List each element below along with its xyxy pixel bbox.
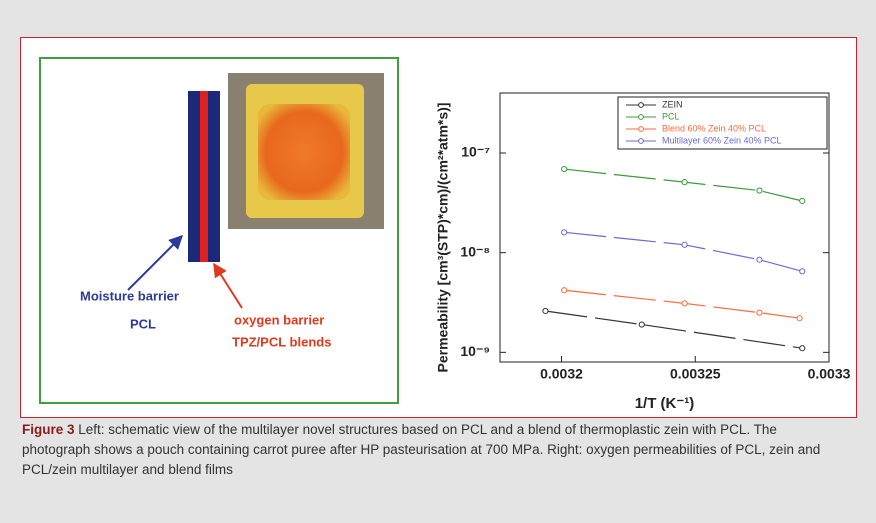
page: Moisture barrier PCL oxygen barrier TPZ/… <box>0 0 876 523</box>
x-tick-label: 0.0033 <box>808 366 851 382</box>
y-tick-label: 10⁻⁷ <box>461 144 490 160</box>
legend-label: ZEIN <box>662 99 683 109</box>
point <box>800 269 805 274</box>
point <box>562 230 567 235</box>
legend-marker <box>639 127 644 132</box>
figure-label: Figure 3 <box>22 422 75 437</box>
puree <box>258 104 350 200</box>
label: oxygen barrier <box>234 312 324 327</box>
point <box>800 346 805 351</box>
point <box>757 310 762 315</box>
label: TPZ/PCL blends <box>232 334 331 349</box>
point <box>639 322 644 327</box>
caption-text: Left: schematic view of the multilayer n… <box>22 422 820 477</box>
x-tick-label: 0.00325 <box>670 366 721 382</box>
x-axis-label: 1/T (K⁻¹) <box>635 395 695 412</box>
legend-label: Blend 60% Zein 40% PCL <box>662 123 766 133</box>
legend-label: PCL <box>662 111 680 121</box>
y-tick-label: 10⁻⁸ <box>460 243 490 259</box>
point <box>757 257 762 262</box>
point <box>682 301 687 306</box>
point <box>682 180 687 185</box>
legend-marker <box>639 139 644 144</box>
layer-blend <box>200 91 208 262</box>
point <box>682 242 687 247</box>
caption: Figure 3 Left: schematic view of the mul… <box>22 420 842 480</box>
y-axis-label: Permeability [cm³(STP)*cm)/(cm²*atm*s)] <box>435 103 451 373</box>
point <box>800 198 805 203</box>
point <box>797 316 802 321</box>
legend-marker <box>639 103 644 108</box>
point <box>543 308 548 313</box>
point <box>562 166 567 171</box>
label: Moisture barrier <box>80 288 179 303</box>
point <box>757 188 762 193</box>
label: PCL <box>130 316 156 331</box>
legend-label: Multilayer 60% Zein 40% PCL <box>662 135 782 145</box>
figure: Moisture barrier PCL oxygen barrier TPZ/… <box>0 0 876 418</box>
point <box>562 288 567 293</box>
legend-marker <box>639 115 644 120</box>
x-tick-label: 0.0032 <box>540 366 583 382</box>
y-tick-label: 10⁻⁹ <box>460 343 490 359</box>
